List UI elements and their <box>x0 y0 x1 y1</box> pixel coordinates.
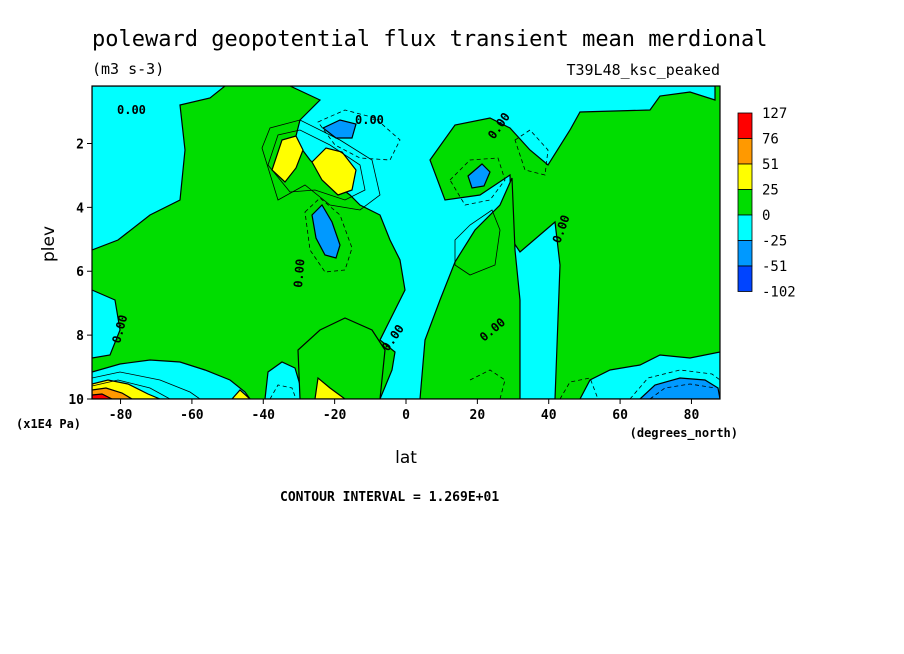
colorbar-label: -102 <box>762 285 796 301</box>
y-axis-ticks: 2 4 6 8 10 <box>68 137 92 408</box>
region-red-sw <box>92 393 113 399</box>
y-axis-label: plev <box>39 226 59 262</box>
region-yellow-bottom-small <box>231 389 251 399</box>
colorbar-swatch <box>737 214 753 241</box>
colorbar-label: -51 <box>762 259 787 275</box>
x-tick-label: -80 <box>109 408 133 423</box>
y-tick-label: 6 <box>76 265 84 280</box>
chart-title: poleward geopotential flux transient mea… <box>92 27 768 52</box>
colorbar-label: 76 <box>762 132 779 148</box>
x-axis-unit: (degrees_north) <box>630 426 738 441</box>
colorbar-label: 0 <box>762 208 770 224</box>
x-tick-label: 0 <box>402 408 410 423</box>
colorbar-swatch <box>737 138 753 165</box>
colorbar-swatch <box>737 265 753 292</box>
x-axis-ticks: -80 -60 -40 -20 0 20 40 60 80 <box>109 399 700 423</box>
colorbar-label: -25 <box>762 234 787 250</box>
zero-label: 0.00 <box>355 113 384 127</box>
colorbar-label: 127 <box>762 106 787 122</box>
y-axis-unit: (x1E4 Pa) <box>16 417 81 431</box>
y-tick-label: 10 <box>68 393 84 408</box>
colorbar-swatch <box>737 112 753 139</box>
x-tick-label: -40 <box>252 408 276 423</box>
x-tick-label: -20 <box>323 408 347 423</box>
positive-contours <box>92 119 501 399</box>
region-blue-right <box>467 163 491 189</box>
x-axis-label: lat <box>395 448 417 468</box>
colorbar-swatch <box>737 240 753 267</box>
y-tick-label: 2 <box>76 137 84 152</box>
x-tick-label: 60 <box>612 408 628 423</box>
region-yellow-left <box>271 135 304 183</box>
negative-contours <box>269 109 720 399</box>
contour-interval: CONTOUR INTERVAL = 1.269E+01 <box>280 490 499 505</box>
region-yellow-bottom-mid <box>314 376 347 399</box>
region-blue-se <box>639 377 720 399</box>
colorbar-label: 51 <box>762 157 779 173</box>
x-tick-label: -60 <box>180 408 204 423</box>
x-tick-label: 20 <box>470 408 486 423</box>
colorbar-swatch <box>737 189 753 216</box>
x-tick-label: 80 <box>684 408 700 423</box>
colorbar-swatch <box>737 163 753 190</box>
x-tick-label: 40 <box>541 408 557 423</box>
region-negative-left <box>92 86 226 251</box>
region-yellow-right <box>311 147 357 196</box>
contour-plot <box>91 85 721 400</box>
y-tick-label: 8 <box>76 329 84 344</box>
chart-units: (m3 s-3) <box>92 60 164 78</box>
region-negative-left-strip <box>92 289 121 359</box>
region-blue-top <box>321 119 357 139</box>
run-label: T39L48_ksc_peaked <box>566 61 720 79</box>
region-positive-center-tongue <box>419 177 521 399</box>
colorbar-label: 25 <box>762 183 779 199</box>
region-blue-mid <box>311 204 341 259</box>
zero-label: 0.00 <box>291 258 307 288</box>
zero-label: 0.00 <box>117 103 146 117</box>
colorbar: 127 76 51 25 0 -25 -51 -102 <box>737 106 796 301</box>
y-tick-label: 4 <box>76 201 84 216</box>
